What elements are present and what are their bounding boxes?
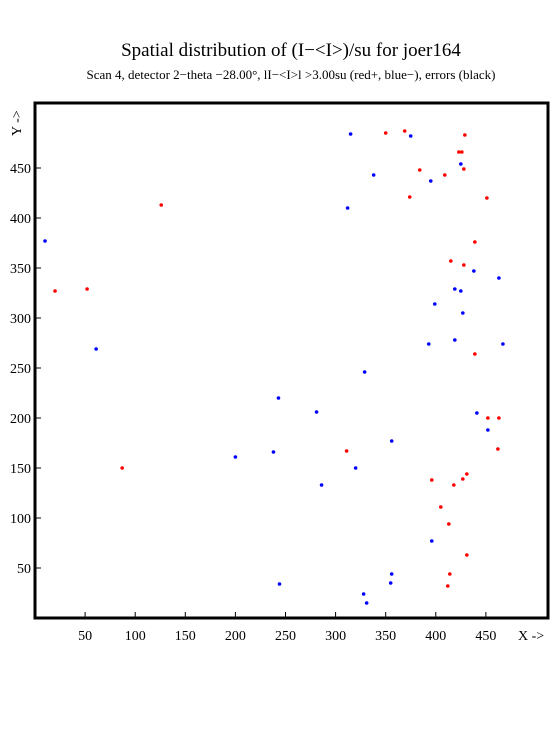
- point: [447, 522, 451, 526]
- point: [428, 179, 433, 183]
- point: [438, 505, 443, 509]
- y-tick-label: 300: [10, 312, 31, 327]
- point: [362, 370, 367, 374]
- chart-title: Spatial distribution of (I−<I>)/su for j…: [121, 40, 461, 61]
- point: [85, 287, 89, 291]
- point: [465, 472, 469, 476]
- x-tick-label: 350: [375, 629, 396, 644]
- y-tick-label: 400: [10, 212, 31, 227]
- point: [448, 572, 452, 576]
- point: [485, 196, 489, 200]
- point: [432, 302, 437, 306]
- x-tick-label: 450: [475, 629, 496, 644]
- point: [361, 592, 366, 596]
- point: [449, 259, 453, 263]
- point: [463, 133, 467, 137]
- point: [276, 396, 281, 400]
- point: [459, 289, 463, 293]
- point: [407, 195, 412, 199]
- point: [417, 168, 422, 172]
- point: [497, 276, 501, 280]
- point: [345, 206, 350, 210]
- point: [453, 287, 457, 291]
- point: [452, 483, 456, 487]
- point: [453, 338, 457, 342]
- point: [353, 466, 358, 470]
- point: [348, 132, 353, 136]
- point: [442, 173, 447, 177]
- y-tick-label: 250: [10, 362, 31, 377]
- point: [344, 449, 349, 453]
- point: [383, 131, 388, 135]
- point: [408, 134, 413, 138]
- point: [472, 269, 476, 273]
- point: [53, 289, 57, 293]
- point: [388, 581, 393, 585]
- x-tick-label: 100: [125, 629, 146, 644]
- point: [314, 410, 319, 414]
- point: [94, 347, 98, 351]
- point: [501, 342, 505, 346]
- y-tick-label: 50: [17, 562, 31, 577]
- point: [233, 455, 238, 459]
- point: [497, 416, 501, 420]
- point: [462, 263, 466, 267]
- point: [429, 539, 434, 543]
- point: [465, 553, 469, 557]
- x-tick-label: 400: [425, 629, 446, 644]
- point: [277, 582, 282, 586]
- point: [486, 416, 490, 420]
- y-tick-label: 100: [10, 512, 31, 527]
- point: [364, 601, 369, 605]
- point: [43, 239, 47, 243]
- point: [389, 572, 394, 576]
- y-tick-label: 200: [10, 412, 31, 427]
- point: [475, 411, 479, 415]
- point: [473, 240, 477, 244]
- y-axis-label: Y ->: [10, 110, 25, 136]
- point: [461, 311, 465, 315]
- point: [496, 447, 500, 451]
- chart-subtitle: Scan 4, detector 2−theta −28.00°, lI−<I>…: [87, 67, 496, 82]
- x-tick-label: 50: [78, 629, 92, 644]
- point: [473, 352, 477, 356]
- point: [461, 477, 465, 481]
- x-tick-label: 300: [325, 629, 346, 644]
- point: [371, 173, 376, 177]
- y-tick-label: 350: [10, 262, 31, 277]
- x-tick-label: 200: [225, 629, 246, 644]
- point: [460, 150, 464, 154]
- x-tick-label: 250: [275, 629, 296, 644]
- point: [402, 129, 407, 133]
- y-tick-label: 450: [10, 162, 31, 177]
- point: [389, 439, 394, 443]
- y-tick-label: 150: [10, 462, 31, 477]
- point: [457, 150, 461, 154]
- x-tick-label: 150: [175, 629, 196, 644]
- x-axis-label: X ->: [518, 629, 544, 644]
- point: [271, 450, 276, 454]
- point: [429, 478, 434, 482]
- plot-frame: [33, 101, 550, 620]
- point: [459, 162, 463, 166]
- point: [159, 203, 164, 207]
- point: [120, 466, 124, 470]
- point: [446, 584, 450, 588]
- point: [319, 483, 324, 487]
- point: [486, 428, 490, 432]
- point: [462, 167, 466, 171]
- point: [426, 342, 431, 346]
